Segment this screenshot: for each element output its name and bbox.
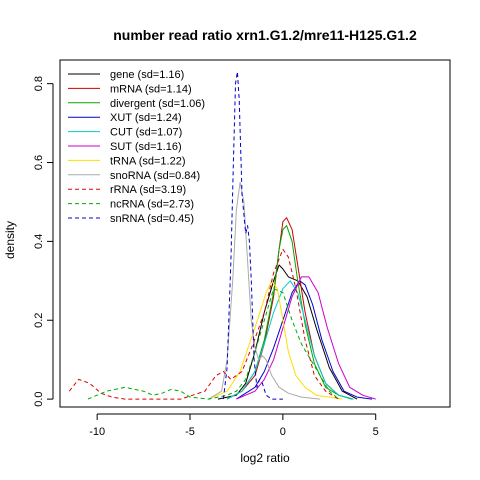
x-tick-label: -10 xyxy=(89,426,105,438)
y-axis-label: density xyxy=(3,221,17,259)
legend-label-4: CUT (sd=1.07) xyxy=(110,127,182,139)
x-tick-label: -5 xyxy=(185,426,195,438)
plot-frame xyxy=(59,59,451,408)
series-line-6 xyxy=(208,280,343,400)
y-tick-label: 0.4 xyxy=(33,234,45,249)
legend-label-1: mRNA (sd=1.14) xyxy=(110,83,192,95)
legend-label-0: gene (sd=1.16) xyxy=(110,69,184,81)
legend: gene (sd=1.16) mRNA (sd=1.14) divergent (s… xyxy=(68,69,205,225)
legend-label-9: ncRNA (sd=2.73) xyxy=(110,199,194,211)
series-line-3 xyxy=(236,280,373,400)
series-lines xyxy=(68,71,376,400)
legend-label-8: rRNA (sd=3.19) xyxy=(110,184,186,196)
y-tick-label: 0.0 xyxy=(33,391,45,406)
series-line-8 xyxy=(68,248,339,400)
x-axis-label: log2 ratio xyxy=(240,451,290,465)
legend-label-10: snRNA (sd=0.45) xyxy=(110,213,194,225)
y-tick-label: 0.8 xyxy=(33,76,45,91)
legend-label-6: tRNA (sd=1.22) xyxy=(110,155,186,167)
series-line-0 xyxy=(217,264,358,400)
series-line-9 xyxy=(87,288,339,400)
legend-label-7: snoRNA (sd=0.84) xyxy=(110,170,200,182)
plot-area xyxy=(59,59,451,408)
axes: -10 -5 0 5 0.0 0.2 0.4 0.6 0.8 xyxy=(33,76,379,438)
y-tick-label: 0.6 xyxy=(33,155,45,170)
x-tick-label: 0 xyxy=(280,426,286,438)
series-line-5 xyxy=(236,276,376,400)
legend-label-5: SUT (sd=1.16) xyxy=(110,141,182,153)
legend-label-2: divergent (sd=1.06) xyxy=(110,98,205,110)
y-tick-label: 0.2 xyxy=(33,313,45,328)
x-tick-label: 5 xyxy=(373,426,379,438)
chart-title: number read ratio xrn1.G1.2/mre11-H125.G… xyxy=(113,27,417,43)
series-line-7 xyxy=(208,181,321,400)
series-line-10 xyxy=(222,71,283,400)
legend-label-3: XUT (sd=1.24) xyxy=(110,112,182,124)
